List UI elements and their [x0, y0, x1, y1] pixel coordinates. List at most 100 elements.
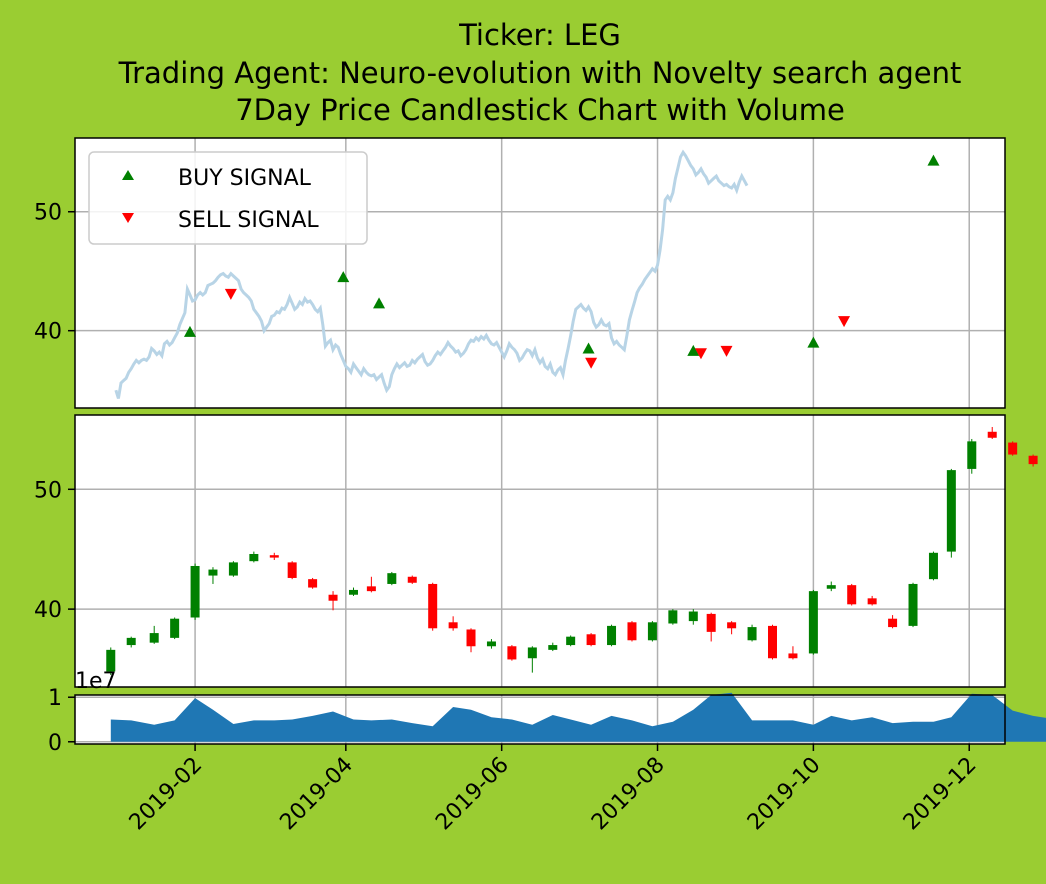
price-ytick-label: 50	[34, 201, 62, 226]
buy-signal-marker	[927, 154, 940, 166]
price-line-layer	[114, 149, 749, 399]
candle-body	[1008, 442, 1018, 455]
candle-panel-grid	[75, 415, 1005, 687]
volume-area-layer	[110, 692, 1046, 742]
price-panel-frame	[74, 137, 1006, 409]
xtick-label: 2019-06	[431, 753, 514, 836]
candle-body	[170, 618, 180, 638]
volume-ytick-label: 1	[48, 686, 62, 711]
candle-body	[768, 625, 777, 659]
sell-signal-marker	[838, 316, 851, 328]
legend-buy-marker	[122, 170, 134, 180]
candle-body	[627, 622, 637, 641]
candle-body	[928, 552, 938, 580]
sell-signal-marker	[585, 357, 598, 369]
candle-body	[287, 562, 297, 578]
candle-panel-bg	[75, 415, 1005, 687]
candle-body	[269, 555, 279, 558]
price-panel: 40 50 BUY SIGNAL SELL SIGNAL	[34, 137, 1006, 409]
candle-body	[407, 576, 417, 583]
candle-body	[647, 622, 657, 641]
sell-signal-marker	[720, 345, 733, 357]
candle-body	[808, 591, 818, 654]
candle-body	[387, 573, 397, 584]
xtick-label: 2019-08	[587, 753, 670, 836]
candle-y-ticks: 40 50	[34, 478, 75, 623]
xtick-label: 2019-10	[743, 753, 826, 836]
candle-body	[967, 441, 977, 469]
candle-body	[688, 611, 698, 622]
volume-offset-label: 1e7	[75, 669, 117, 694]
candle-body	[706, 613, 716, 632]
candle-panel-frame	[74, 414, 1006, 688]
buy-signal-marker	[337, 271, 350, 283]
candle-body	[788, 653, 798, 659]
price-ytick-label: 40	[34, 320, 62, 345]
candle-body	[428, 583, 438, 629]
legend-sell-label: SELL SIGNAL	[178, 208, 319, 233]
candle-body	[486, 641, 496, 647]
volume-y-ticks: 01	[48, 686, 75, 756]
candle-body	[228, 562, 238, 576]
candle-body	[888, 618, 898, 628]
candle-body	[847, 585, 857, 605]
candle-body	[826, 585, 836, 589]
candle-body	[149, 633, 159, 643]
candle-body	[126, 637, 136, 646]
buy-signal-marker	[582, 342, 595, 354]
candle-body	[1028, 455, 1038, 465]
xtick-label: 2019-12	[899, 753, 982, 836]
buy-signal-marker	[183, 325, 196, 337]
candle-ytick-label: 50	[34, 478, 62, 503]
buy-signal-marker	[687, 344, 700, 356]
candlestick-panel: 40 50	[34, 414, 1038, 688]
candle-body	[987, 431, 997, 438]
title-line-3: 7Day Price Candlestick Chart with Volume	[235, 93, 845, 127]
sell-signal-marker	[694, 348, 707, 360]
volume-panel: 01 1e7	[48, 669, 1046, 756]
candle-body	[106, 649, 116, 672]
candle-body	[548, 645, 558, 650]
volume-panel-frame	[74, 694, 1006, 745]
legend-buy-label: BUY SIGNAL	[178, 166, 312, 191]
candle-body	[308, 579, 318, 588]
candle-body	[867, 598, 877, 605]
legend-sell-marker	[122, 213, 134, 223]
price-y-ticks: 40 50	[34, 201, 75, 345]
candle-body	[527, 647, 537, 659]
candle-body	[507, 646, 517, 660]
legend-box	[88, 151, 368, 245]
candle-body	[249, 553, 259, 562]
candle-body	[727, 622, 737, 629]
candle-body	[466, 629, 476, 647]
volume-area	[110, 692, 1046, 742]
candle-body	[190, 565, 200, 618]
candle-body	[607, 625, 617, 646]
legend: BUY SIGNAL SELL SIGNAL	[88, 151, 368, 245]
candle-body	[908, 583, 918, 626]
candle-body	[946, 470, 956, 552]
buy-signal-marker	[373, 297, 386, 309]
candle-body	[586, 634, 596, 646]
volume-ytick-label: 0	[48, 731, 62, 756]
candle-body	[366, 586, 376, 592]
candle-body	[348, 589, 358, 595]
candles-layer	[106, 426, 1038, 676]
price-line	[114, 149, 749, 399]
title-line-2: Trading Agent: Neuro-evolution with Nove…	[118, 56, 962, 90]
candle-body	[566, 636, 576, 646]
xtick-label: 2019-02	[125, 753, 208, 836]
sell-signal-marker	[224, 288, 237, 300]
x-axis-ticks: 2019-02 2019-04 2019-06 2019-08 2019-10 2019-…	[125, 744, 982, 836]
buy-signal-marker	[807, 336, 820, 348]
title-line-1: Ticker: LEG	[458, 18, 621, 52]
candle-body	[328, 594, 338, 601]
candle-body	[208, 569, 218, 576]
candle-body	[448, 622, 458, 629]
signal-markers	[183, 154, 940, 369]
candle-ytick-label: 40	[34, 598, 62, 623]
xtick-label: 2019-04	[275, 753, 358, 836]
candle-body	[668, 610, 678, 624]
candle-body	[747, 627, 757, 641]
